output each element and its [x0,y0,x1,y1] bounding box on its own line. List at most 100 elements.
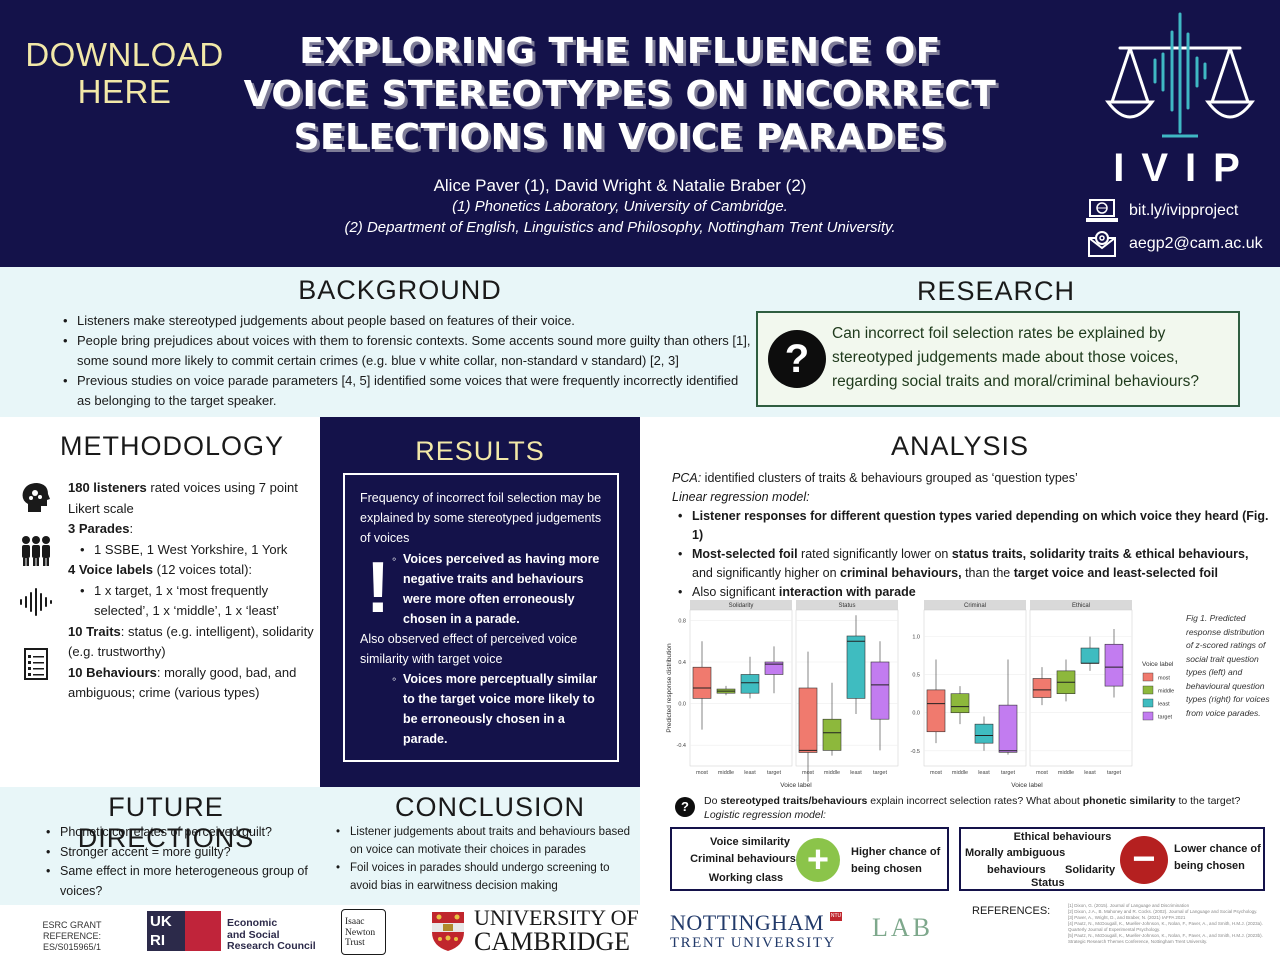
box-target [1104,643,1124,687]
legend-title: Voice label [1142,661,1174,668]
lower-chance-box [959,827,1265,891]
x-tick-label: least [850,770,862,776]
voice-labels-item: 1 x target, 1 x ‘most frequently selecte… [80,581,316,622]
lower-chance-text: Lower chance of being chosen [1174,843,1261,872]
x-tick-label: middle [718,770,734,776]
legend-swatch [1142,672,1154,682]
future-item: Stronger accent = more guilty? [46,843,326,863]
boxplot-chart: Solidarity 0.8 0.4 0.0 -0.4 most middle least ta… [666,600,1174,789]
plus-icon: + [796,838,840,882]
logistic-label: Logistic regression model: [704,809,826,821]
newton-line: Isaac [345,917,365,927]
question-mark-icon-small: ? [675,797,695,817]
legend-label: middle [1158,689,1174,695]
x-tick-label: least [744,770,756,776]
methodology-heading: METHODOLOGY [60,431,285,461]
ntu-line1: NOTTINGHAM [670,910,825,935]
listeners-text: rated voices using 7 point Likert scale [68,480,298,516]
conclusion-item: Listener judgements about traits and beh… [336,823,636,859]
background-list: Listeners make stereotyped judgements ab… [63,311,753,411]
results-paragraph-2: Also observed effect of perceived voice … [360,632,578,666]
x-tick-label: most [930,770,942,776]
box-middle [950,693,970,714]
facet-strip [1030,600,1132,610]
conclusion-list: Listener judgements about traits and beh… [336,823,636,895]
pca-line: PCA: identified clusters of traits & beh… [672,469,1272,488]
facet-strip [690,600,792,610]
box-most [926,689,946,733]
phonetics-lab-logo: LAB [872,913,933,942]
checklist-icon [24,648,48,680]
grant-reference: ESRC GRANT REFERENCE: ES/S015965/1 [22,920,122,953]
x-tick-label: most [802,770,814,776]
x-tick-label: most [696,770,708,776]
website-link[interactable]: bit.ly/ivipproject [1085,196,1275,226]
ivip-wordmark: IVIP [1113,146,1257,190]
target-bold: target voice and least-selected foil [1013,566,1218,580]
laptop-globe-icon [1086,199,1118,222]
esrc-text: Economic and Social Research Council [227,917,316,953]
future-list: Phonetic correlates of perceived guilt? … [46,823,326,901]
analysis-text-span: Also significant [692,585,779,599]
website-text[interactable]: bit.ly/ivipproject [1129,202,1239,219]
parades-list: 1 SSBE, 1 West Yorkshire, 1 York [68,540,316,561]
envelope-at-icon [1088,231,1116,257]
analysis-list: Listener responses for different questio… [672,507,1272,602]
reference-item: [3] Paver, A., Wright, D., and Braber, N… [1068,915,1186,920]
analysis-text-span: than the [961,566,1014,580]
reference-item: [4] Pautz, N., McDougall, K., Mueller-Jo… [1068,921,1263,932]
download-line1[interactable]: DOWNLOAD [25,36,224,73]
results-paragraph-1: Frequency of incorrect foil selection ma… [360,491,602,545]
reference-item: [2] Dixon, J.A., B. Mahoney and R. Cocks… [1068,909,1258,914]
behaviours-text: : morally good, bad, and ambiguous; crim… [68,664,297,701]
facet-label: Ethical [1072,603,1090,609]
right-item-4: Solidarity [1065,864,1116,876]
esrc-line: Economic [227,917,278,929]
box-least [846,635,866,699]
affiliation-1: (1) Phonetics Laboratory, University of … [452,198,788,215]
results-text: Frequency of incorrect foil selection ma… [360,488,610,749]
legend-label: least [1158,702,1170,708]
y-axis-label: Predicted response distribution [666,643,673,733]
higher-chance-box [670,827,949,891]
email-link[interactable]: aegp2@cam.ac.uk [1085,229,1275,259]
background-heading: BACKGROUND [298,275,502,305]
y-tick-label: 1.0 [912,635,920,641]
facet-strip [924,600,1026,610]
cambridge-line1: UNIVERSITY OF [474,905,639,930]
cambridge-crest-icon [432,912,464,951]
email-text[interactable]: aegp2@cam.ac.uk [1129,235,1263,252]
box-most [1032,678,1052,698]
x-tick-label: target [1001,770,1016,776]
future-item: Phonetic correlates of perceived guilt? [46,823,326,843]
cambridge-wordmark: UNIVERSITY OF CAMBRIDGE [474,905,639,955]
methodology-behaviours: 10 Behaviours: morally good, bad, and am… [68,663,316,704]
title-line2: VOICE STEREOTYPES ON INCORRECT [243,74,997,115]
left-item-2: Criminal behaviours [690,853,796,865]
results-bullet-1: Voices perceived as having more negative… [360,549,610,629]
minus-icon: − [1120,836,1168,884]
background-item: Previous studies on voice parade paramet… [63,371,753,411]
x-tick-label: least [1084,770,1096,776]
download-link[interactable]: DOWNLOAD HERE [22,36,227,110]
x-tick-label: most [1036,770,1048,776]
ukri-text: UK RI [147,911,185,951]
left-item-1: Voice similarity [710,836,790,848]
voice-labels-list: 1 x target, 1 x ‘most frequently selecte… [68,581,316,622]
facet-label: Solidarity [729,603,754,609]
behaviours-bold: 10 Behaviours [68,664,157,680]
box-least [740,674,760,694]
y-tick-label: 0.5 [912,673,920,679]
ntu-wordmark: NOTTINGHAM TRENT UNIVERSITY [670,912,836,952]
x-axis-label: Voice label [780,782,812,789]
x-tick-label: middle [1058,770,1074,776]
legend-label: most [1158,676,1170,682]
download-line2[interactable]: HERE [77,73,172,110]
conclusion-item: Foil voices in parades should undergo sc… [336,859,636,895]
box-least [974,723,994,744]
ivip-scales-logo-icon [1105,12,1255,138]
y-tick-label: 0.0 [678,702,686,708]
voice-labels-text: (12 voices total): [153,562,253,577]
reference-item: [1] Dixon, G. (2015). Journal of Languag… [1068,903,1190,908]
analysis-item: Listener responses for different questio… [672,507,1272,545]
